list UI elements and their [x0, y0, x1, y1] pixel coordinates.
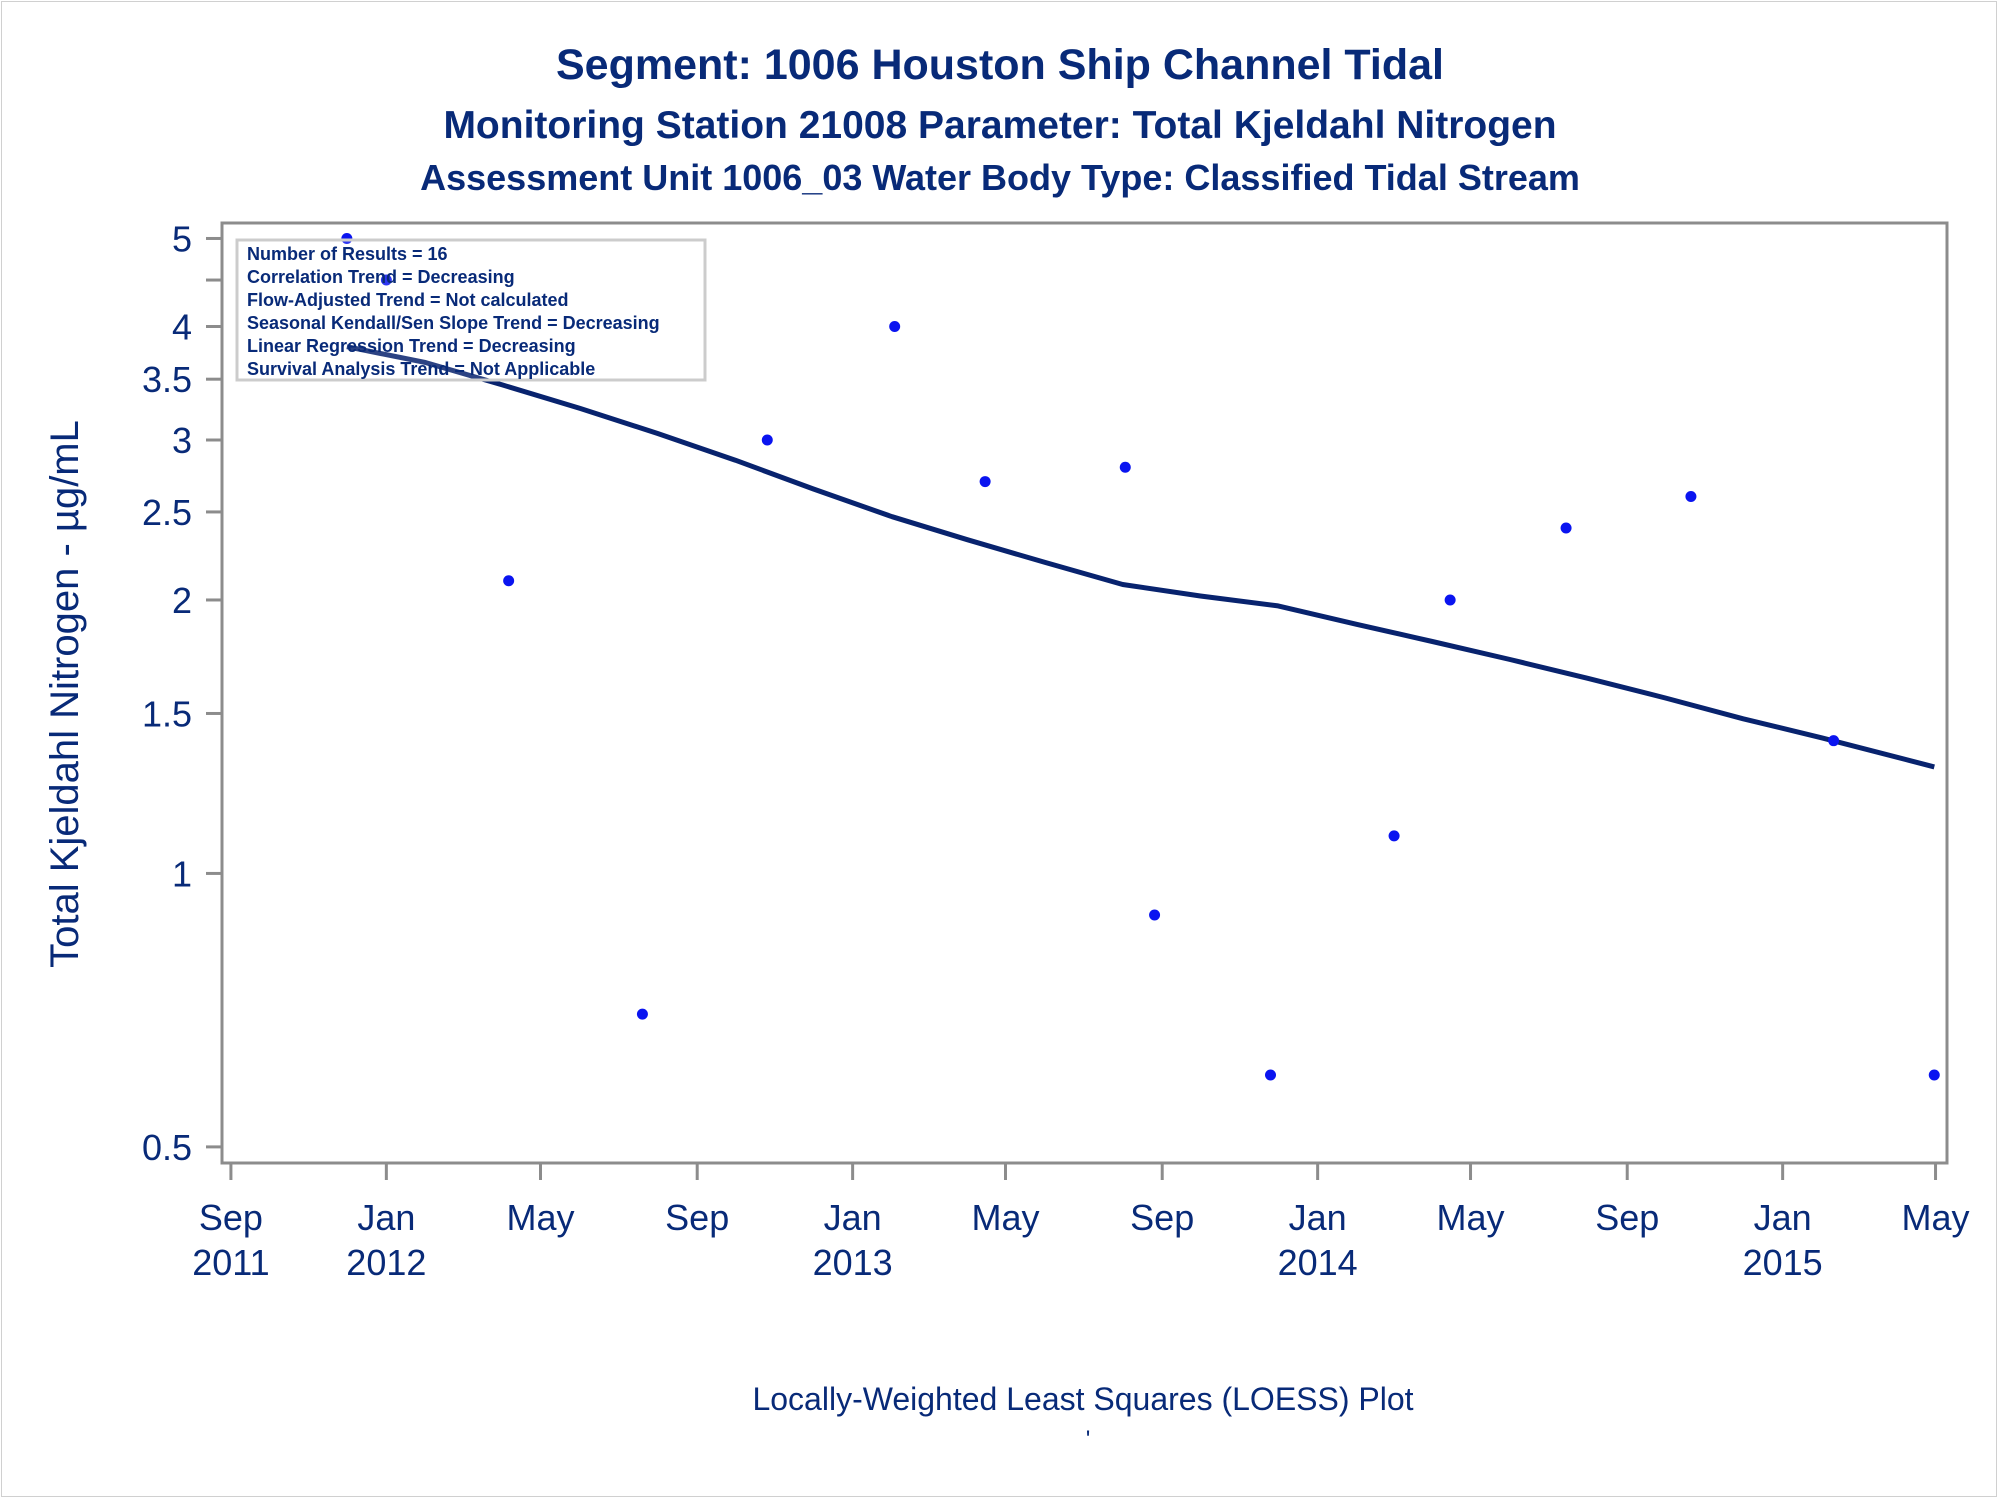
x-tick-label: Sep [199, 1197, 263, 1238]
stats-line: Flow-Adjusted Trend = Not calculated [247, 290, 569, 310]
x-tick-year-label: 2012 [346, 1242, 426, 1283]
x-tick-label: Jan [1754, 1197, 1812, 1238]
chart-subtitle: Monitoring Station 21008 Parameter: Tota… [443, 104, 1556, 147]
stats-line: Number of Results = 16 [247, 244, 448, 264]
data-point [1560, 522, 1572, 534]
loess-line [346, 344, 1935, 770]
stats-line: Correlation Trend = Decreasing [247, 267, 515, 287]
chart-title: Segment: 1006 Houston Ship Channel Tidal [556, 41, 1444, 89]
y-tick-label: 1.5 [142, 693, 192, 734]
y-axis: 0.5 1 1.5 2 2.5 3 3.5 4 5 [142, 218, 222, 1168]
data-point [380, 274, 392, 286]
x-tick-label: Sep [1130, 1197, 1194, 1238]
x-tick-label: May [972, 1197, 1040, 1238]
data-point [1388, 830, 1400, 842]
x-tick-label: Jan [1289, 1197, 1347, 1238]
y-tick-label: 3 [172, 420, 192, 461]
y-tick-label: 2 [172, 580, 192, 621]
stats-line: Survival Analysis Trend = Not Applicable [247, 359, 595, 379]
data-point [1265, 1069, 1277, 1081]
y-tick-label: 2.5 [142, 492, 192, 533]
stats-line: Seasonal Kendall/Sen Slope Trend = Decre… [247, 313, 660, 333]
data-point [979, 476, 991, 488]
data-point [503, 575, 515, 587]
x-tick-label: Jan [824, 1197, 882, 1238]
data-point [1149, 909, 1161, 921]
y-tick-label: 4 [172, 307, 192, 348]
data-point [761, 434, 773, 446]
loess-layer [346, 344, 1935, 770]
x-tick-label: May [1437, 1197, 1505, 1238]
data-point [1444, 594, 1456, 606]
data-point [1828, 735, 1840, 747]
y-tick-label: 0.5 [142, 1127, 192, 1168]
y-axis-label: Total Kjeldahl Nitrogen - µg/mL [43, 420, 87, 968]
stats-line: Linear Regression Trend = Decreasing [247, 336, 576, 356]
x-tick-label: May [1902, 1197, 1970, 1238]
y-tick-label: 1 [172, 853, 192, 894]
y-tick-label: 5 [172, 218, 192, 259]
points-layer [341, 232, 1940, 1081]
x-tick-label: Jan [357, 1197, 415, 1238]
data-point [889, 321, 901, 333]
x-tick-label: May [506, 1197, 574, 1238]
y-tick-label: 3.5 [142, 359, 192, 400]
x-tick-year-label: 2011 [192, 1242, 269, 1283]
x-tick-year-label: 2014 [1278, 1242, 1358, 1283]
x-tick-label: Sep [1595, 1197, 1659, 1238]
data-point [1119, 461, 1131, 473]
stats-legend: Number of Results = 16 Correlation Trend … [235, 238, 707, 382]
chart-subtitle-2: Assessment Unit 1006_03 Water Body Type:… [420, 157, 1580, 198]
footnote: Locally-Weighted Least Squares (LOESS) P… [752, 1381, 1413, 1417]
x-tick-year-label: 2015 [1743, 1242, 1823, 1283]
x-tick-label: Sep [665, 1197, 729, 1238]
data-point [636, 1008, 648, 1020]
data-point [1928, 1069, 1940, 1081]
x-tick-year-label: 2013 [813, 1242, 893, 1283]
data-point [1685, 490, 1697, 502]
stats-legend-border [235, 238, 707, 382]
footnote-mark: ' [1086, 1426, 1091, 1453]
